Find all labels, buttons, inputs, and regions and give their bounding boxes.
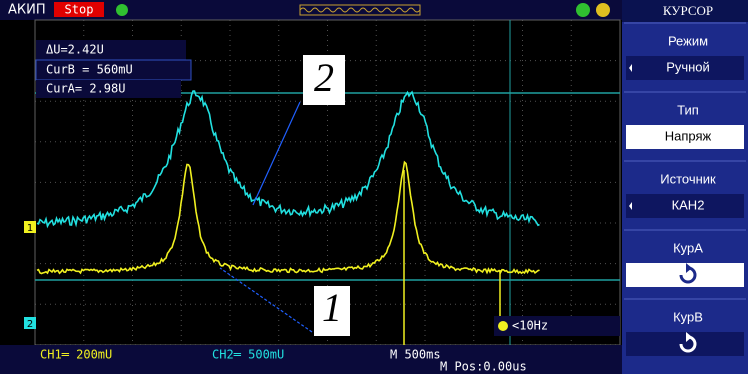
menu-item-label: Источник xyxy=(660,171,716,186)
menu-item-value: КАН2 xyxy=(672,197,705,212)
menu-item-label: КурB xyxy=(673,309,703,324)
menu-item-value: Ручной xyxy=(666,59,710,74)
menu-item-label: Тип xyxy=(677,102,699,117)
ch2-marker-label: 2 xyxy=(27,319,33,330)
ch1-marker-label: 1 xyxy=(27,223,33,234)
ch1-scale: CH1═ 200mU xyxy=(40,348,112,362)
icon xyxy=(116,4,128,16)
timebase: M 500ms xyxy=(390,348,441,362)
menu-item-label: Режим xyxy=(668,33,708,48)
oscilloscope-screen: АКИП Stop 1 2 ΔU=2.42U CurB = 560mU CurA… xyxy=(0,0,748,374)
menu-item-label: КурA xyxy=(673,240,703,255)
annotation-label: 2 xyxy=(314,55,334,100)
trigger-readout: <10Hz xyxy=(512,319,548,333)
delta-readout: ΔU=2.42U xyxy=(46,43,104,57)
icon xyxy=(596,3,610,17)
menu-title: КУРСОР xyxy=(663,3,713,18)
brand: АКИП xyxy=(8,3,46,18)
time-position: M Pos:0.00us xyxy=(440,360,527,374)
menu-item-value: Напряж xyxy=(665,128,712,143)
icon xyxy=(576,3,590,17)
trigger-icon xyxy=(498,321,508,331)
cursor-b-readout: CurB = 560mU xyxy=(46,63,133,77)
run-status: Stop xyxy=(65,3,94,17)
ch2-scale: CH2═ 500mU xyxy=(212,348,284,362)
annotation-label: 1 xyxy=(322,285,342,330)
cursor-a-readout: CurA= 2.98U xyxy=(46,82,125,96)
menu-item-box[interactable] xyxy=(626,332,744,356)
menu-item-box[interactable] xyxy=(626,263,744,287)
